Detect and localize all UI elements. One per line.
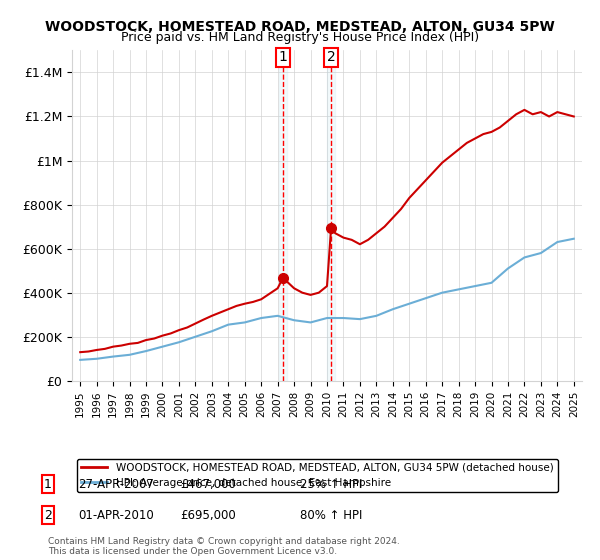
Text: 1: 1 bbox=[44, 478, 52, 491]
Text: 2: 2 bbox=[327, 50, 335, 64]
Text: £467,000: £467,000 bbox=[180, 478, 236, 491]
Text: £695,000: £695,000 bbox=[180, 508, 236, 522]
Text: This data is licensed under the Open Government Licence v3.0.: This data is licensed under the Open Gov… bbox=[48, 547, 337, 556]
Text: WOODSTOCK, HOMESTEAD ROAD, MEDSTEAD, ALTON, GU34 5PW: WOODSTOCK, HOMESTEAD ROAD, MEDSTEAD, ALT… bbox=[45, 20, 555, 34]
Text: Contains HM Land Registry data © Crown copyright and database right 2024.: Contains HM Land Registry data © Crown c… bbox=[48, 537, 400, 546]
Text: Price paid vs. HM Land Registry's House Price Index (HPI): Price paid vs. HM Land Registry's House … bbox=[121, 31, 479, 44]
Bar bbox=[279, 50, 287, 381]
Text: 2: 2 bbox=[44, 508, 52, 522]
Text: 80% ↑ HPI: 80% ↑ HPI bbox=[300, 508, 362, 522]
Text: 25% ↑ HPI: 25% ↑ HPI bbox=[300, 478, 362, 491]
Legend: WOODSTOCK, HOMESTEAD ROAD, MEDSTEAD, ALTON, GU34 5PW (detached house), HPI: Aver: WOODSTOCK, HOMESTEAD ROAD, MEDSTEAD, ALT… bbox=[77, 459, 557, 492]
Text: 01-APR-2010: 01-APR-2010 bbox=[78, 508, 154, 522]
Bar bbox=[327, 50, 335, 381]
Text: 27-APR-2007: 27-APR-2007 bbox=[78, 478, 154, 491]
Text: 1: 1 bbox=[278, 50, 287, 64]
